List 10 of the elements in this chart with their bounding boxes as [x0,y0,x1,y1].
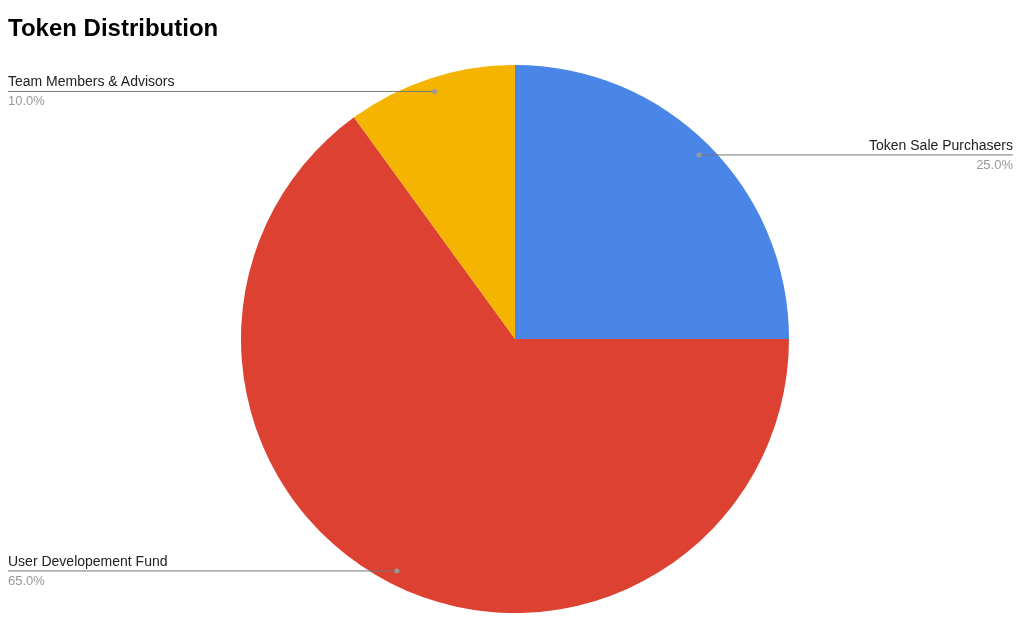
pie-slice [515,65,789,339]
slice-label: Token Sale Purchasers [869,136,1013,153]
chart-title: Token Distribution [8,14,219,42]
slice-label: Team Members & Advisors [8,73,175,90]
data-label: 10.0% [8,93,46,109]
pie-slice [241,117,789,613]
data-label: 65.0% [8,572,46,588]
slice-label: User Developement Fund [8,552,168,569]
data-label: 25.0% [976,156,1014,172]
pie-slice [353,65,515,339]
